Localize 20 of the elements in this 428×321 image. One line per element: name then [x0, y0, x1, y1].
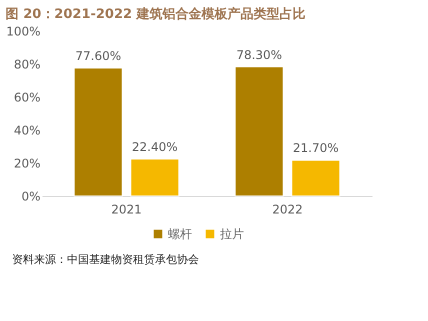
data-label: 78.30%: [236, 48, 282, 62]
legend-label: 拉片: [220, 227, 244, 241]
data-label: 77.60%: [75, 48, 122, 63]
x-tick-label: 2021: [111, 202, 142, 216]
bar: [130, 158, 180, 196]
chart-title: 图 20：2021-2022 建筑铝合金模板产品类型占比: [6, 6, 306, 22]
y-tick-label: 80%: [14, 58, 40, 72]
bar: [291, 160, 340, 196]
text: 资料来源：中国基建物资租赁承包协会: [12, 253, 199, 266]
legend-label: 螺杆: [168, 227, 192, 241]
data-label: 22.40%: [132, 140, 178, 154]
bar: [234, 66, 284, 196]
data-label: 21.70%: [292, 141, 339, 156]
bar: [74, 67, 123, 196]
y-tick-label: 40%: [14, 124, 40, 138]
y-tick-label: 20%: [14, 156, 40, 170]
y-tick-label: 60%: [14, 90, 40, 104]
y-tick-label: 100%: [6, 24, 40, 38]
y-tick-label: 0%: [21, 190, 40, 204]
x-tick-label: 2022: [272, 202, 303, 216]
